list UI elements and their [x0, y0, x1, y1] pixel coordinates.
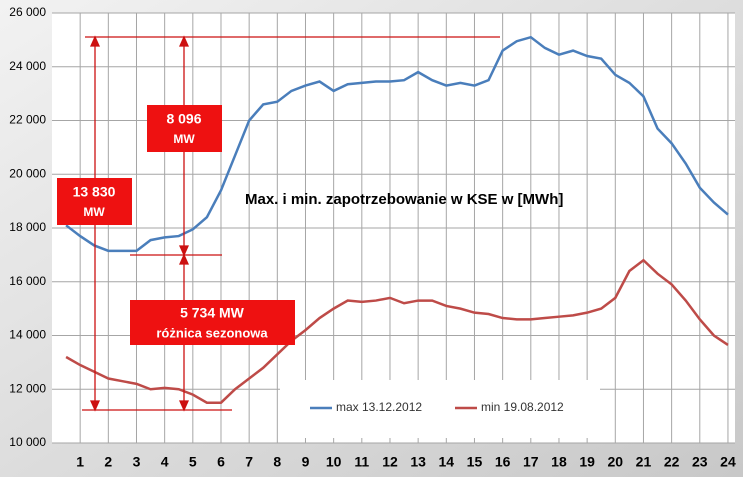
x-tick-label: 4: [161, 454, 169, 470]
x-tick-label: 13: [410, 454, 426, 470]
x-tick-label: 23: [692, 454, 708, 470]
annotation: MW: [173, 132, 195, 146]
y-tick-label: 26 000: [9, 5, 46, 19]
y-tick-label: 14 000: [9, 328, 46, 342]
y-tick-label: 12 000: [9, 381, 46, 395]
x-tick-label: 19: [579, 454, 595, 470]
x-tick-label: 22: [664, 454, 680, 470]
y-tick-label: 10 000: [9, 435, 46, 449]
annotation: 8 096: [166, 111, 201, 127]
annotation-box: [147, 105, 222, 152]
x-tick-label: 15: [467, 454, 483, 470]
series-line: [65, 35, 729, 253]
x-tick-label: 1: [76, 454, 84, 470]
legend-label: min 19.08.2012: [481, 400, 564, 414]
x-tick-label: 7: [245, 454, 253, 470]
x-tick-label: 12: [382, 454, 398, 470]
annotation-box: [57, 178, 132, 225]
y-tick-label: 18 000: [9, 220, 46, 234]
x-tick-label: 5: [189, 454, 197, 470]
annotation: MW: [83, 205, 105, 219]
x-tick-label: 3: [133, 454, 141, 470]
x-tick-label: 18: [551, 454, 567, 470]
x-tick-label: 21: [636, 454, 652, 470]
series-line: [65, 258, 729, 404]
chart-title: Max. i min. zapotrzebowanie w KSE w [MWh…: [245, 191, 563, 208]
x-tick-label: 6: [217, 454, 225, 470]
x-tick-label: 16: [495, 454, 511, 470]
y-tick-label: 22 000: [9, 113, 46, 127]
y-tick-label: 16 000: [9, 274, 46, 288]
x-tick-label: 8: [273, 454, 281, 470]
x-tick-label: 24: [720, 454, 736, 470]
x-tick-label: 2: [104, 454, 112, 470]
y-tick-label: 24 000: [9, 59, 46, 73]
annotation-box: [130, 300, 295, 345]
annotation: 13 830: [73, 184, 116, 200]
x-tick-label: 10: [326, 454, 342, 470]
legend-label: max 13.12.2012: [336, 400, 422, 414]
x-tick-label: 20: [608, 454, 624, 470]
x-tick-label: 17: [523, 454, 539, 470]
legend-box: [280, 380, 600, 438]
x-tick-label: 11: [354, 454, 369, 470]
annotation: różnica sezonowa: [156, 325, 268, 340]
annotation: 5 734 MW: [180, 305, 245, 321]
x-tick-label: 9: [302, 454, 310, 470]
y-tick-label: 20 000: [9, 166, 46, 180]
x-tick-label: 14: [439, 454, 455, 470]
